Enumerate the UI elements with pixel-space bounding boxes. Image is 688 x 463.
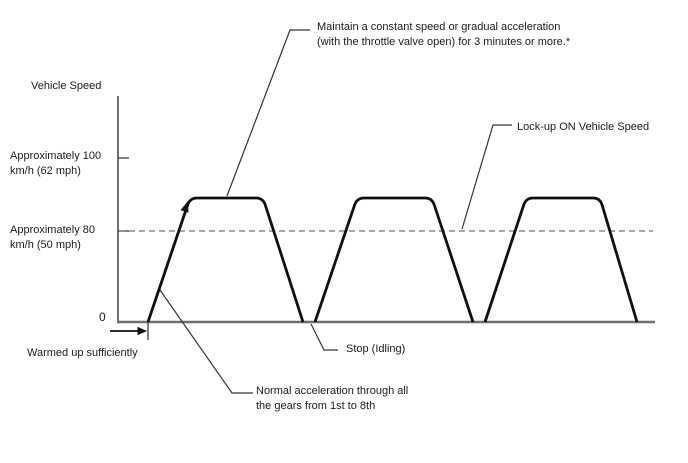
normal-acceleration-annotation-line2: the gears from 1st to 8th [256,400,376,412]
maintain-speed-annotation: Maintain a constant speed or gradual acc… [317,20,570,50]
lockup-leader-line [461,124,512,230]
y-tick-label-80-line2: km/h (50 mph) [10,239,81,251]
maintain-speed-annotation-line2: (with the throttle valve open) for 3 min… [317,36,571,48]
stop-leader-line [310,323,338,351]
y-tick-label-100-line2: km/h (62 mph) [10,165,81,177]
maintain-leader-line [226,29,310,197]
y-tick-label-100: Approximately 100 km/h (62 mph) [10,149,101,179]
start-arrowhead-icon [137,326,147,336]
lockup-on-annotation: Lock-up ON Vehicle Speed [517,121,650,133]
y-tick-label-100-line1: Approximately 100 [10,150,102,162]
normal-leader-line [159,289,253,394]
warmed-up-annotation: Warmed up sufficiently [27,347,138,359]
maintain-speed-annotation-line1: Maintain a constant speed or gradual acc… [317,21,561,33]
speed-cycle-curve-2 [313,196,475,323]
speed-cycle-curve-3 [483,196,639,323]
normal-acceleration-annotation-line1: Normal acceleration through all [256,385,409,397]
y-axis-title: Vehicle Speed [31,80,102,92]
y-tick-label-80: Approximately 80 km/h (50 mph) [10,223,95,253]
y-tick-label-0: 0 [99,310,106,324]
stop-idling-annotation: Stop (Idling) [346,343,406,355]
acceleration-arrowhead-icon [180,201,189,213]
y-tick-label-80-line1: Approximately 80 [10,224,95,236]
normal-acceleration-annotation: Normal acceleration through all the gear… [256,384,408,414]
speed-cycle-curve-1 [146,196,305,323]
